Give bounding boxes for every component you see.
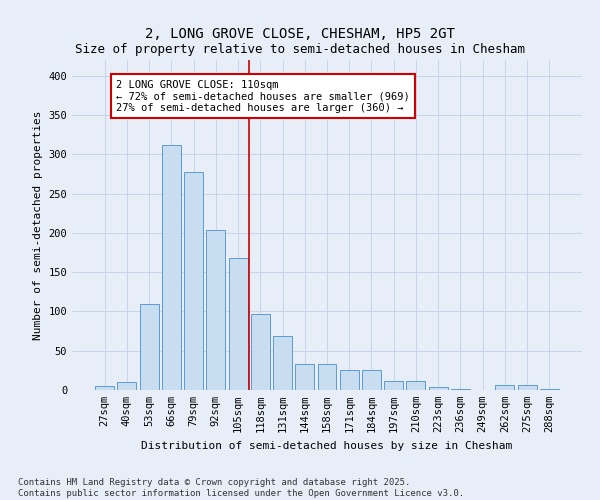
Bar	[295, 364, 314, 390]
Bar	[184, 172, 203, 390]
Text: 2 LONG GROVE CLOSE: 110sqm
← 72% of semi-detached houses are smaller (969)
27% o: 2 LONG GROVE CLOSE: 110sqm ← 72% of semi…	[116, 80, 410, 113]
Bar	[251, 314, 270, 390]
Bar	[406, 382, 425, 390]
Bar	[496, 386, 514, 390]
Bar	[140, 304, 158, 390]
X-axis label: Distribution of semi-detached houses by size in Chesham: Distribution of semi-detached houses by …	[142, 440, 512, 450]
Bar	[340, 370, 359, 390]
Bar	[362, 370, 381, 390]
Bar	[118, 382, 136, 390]
Bar	[429, 387, 448, 390]
Bar	[540, 389, 559, 390]
Bar	[229, 258, 248, 390]
Text: 2, LONG GROVE CLOSE, CHESHAM, HP5 2GT: 2, LONG GROVE CLOSE, CHESHAM, HP5 2GT	[145, 28, 455, 42]
Text: Size of property relative to semi-detached houses in Chesham: Size of property relative to semi-detach…	[75, 42, 525, 56]
Bar	[273, 336, 292, 390]
Bar	[206, 230, 225, 390]
Text: Contains HM Land Registry data © Crown copyright and database right 2025.
Contai: Contains HM Land Registry data © Crown c…	[18, 478, 464, 498]
Y-axis label: Number of semi-detached properties: Number of semi-detached properties	[33, 110, 43, 340]
Bar	[518, 386, 536, 390]
Bar	[384, 380, 403, 390]
Bar	[162, 145, 181, 390]
Bar	[317, 364, 337, 390]
Bar	[95, 386, 114, 390]
Bar	[451, 389, 470, 390]
